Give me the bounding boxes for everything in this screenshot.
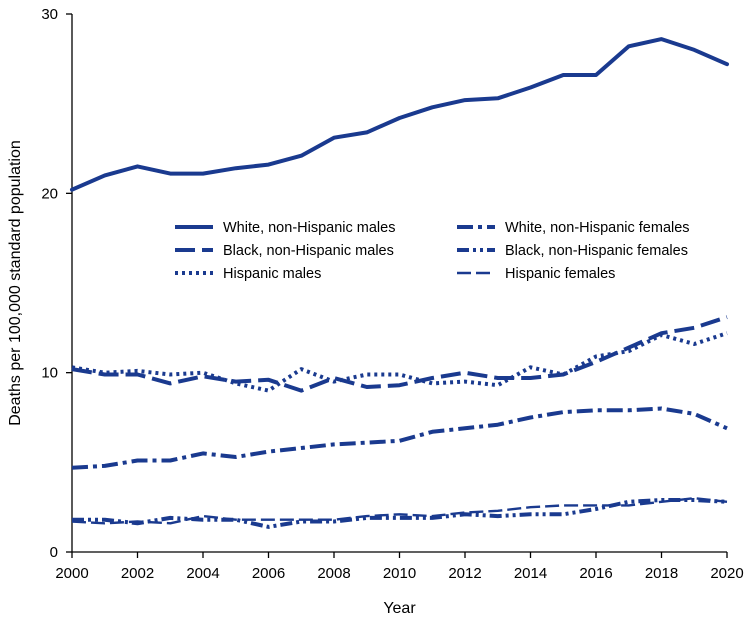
legend-label: Black, non-Hispanic males [223,243,394,259]
y-axis-ticks: 0 10 20 30 [41,6,72,561]
y-tick-label: 20 [41,185,58,202]
x-axis-title: Year [383,600,416,617]
y-tick-label: 10 [41,365,58,382]
x-tick-label: 2012 [448,565,481,582]
x-tick-label: 2010 [383,565,416,582]
legend-label: White, non-Hispanic females [505,220,690,236]
x-tick-label: 2008 [317,565,350,582]
legend-label: Hispanic females [505,266,615,282]
x-tick-label: 2014 [514,565,547,582]
x-tick-label: 2018 [645,565,678,582]
series-line-1 [70,37,729,192]
x-tick-label: 2004 [186,565,219,582]
legend-label: White, non-Hispanic males [223,220,395,236]
chart-axes [71,14,727,553]
y-tick-label: 30 [41,6,58,23]
legend: White, non-Hispanic males White, non-Hisp… [175,220,690,282]
x-tick-label: 2016 [579,565,612,582]
legend-label: Hispanic males [223,266,321,282]
legend-label: Black, non-Hispanic females [505,243,688,259]
y-axis-title: Deaths per 100,000 standard population [7,140,24,426]
x-tick-label: 2006 [252,565,285,582]
series-lines [70,37,729,529]
series-line-4 [72,498,728,529]
x-tick-label: 2020 [710,565,743,582]
x-axis-ticks: 2000 2002 2004 2006 2008 2010 2012 2014 2016 2018… [55,552,744,582]
y-tick-label: 0 [50,544,58,561]
series-line-2 [71,406,728,470]
x-tick-label: 2002 [121,565,154,582]
series-line-3 [71,315,728,393]
series-line-6 [71,497,728,525]
x-tick-label: 2000 [55,565,88,582]
